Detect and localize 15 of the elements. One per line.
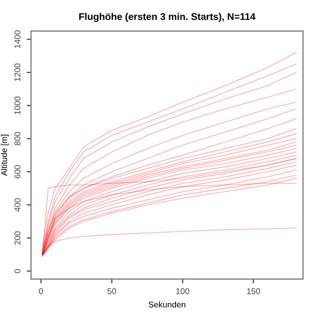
y-axis-title: Altitude [m] [0,134,9,176]
y-tick-label: 1200 [14,63,20,82]
y-tick-label: 0 [14,269,20,274]
y-tick-label: 1000 [14,96,20,114]
y-tick-label: 400 [14,198,20,212]
y-tick-label: 600 [14,165,20,178]
y-tick-label: 800 [14,132,20,146]
chart-title: Flughöhe (ersten 3 min. Starts), N=114 [79,12,256,22]
x-tick-label: 150 [247,288,260,294]
y-tick-label: 1400 [14,30,20,48]
x-tick-label: 50 [107,288,116,294]
x-axis-title: Sekunden [148,301,186,308]
y-tick-label: 200 [14,231,20,245]
x-tick-label: 0 [38,288,43,294]
x-tick-label: 100 [176,288,190,294]
